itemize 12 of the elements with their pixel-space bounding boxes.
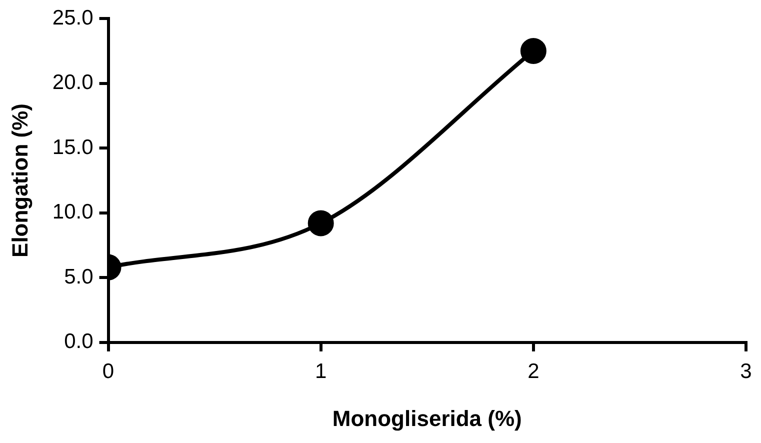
y-tick-label: 15.0 <box>52 136 94 159</box>
x-axis-title: Monogliserida (%) <box>332 406 522 431</box>
y-tick-label: 10.0 <box>52 200 94 224</box>
y-tick-label: 20.0 <box>52 71 94 94</box>
x-tick-label: 3 <box>740 360 752 383</box>
x-tick-label: 2 <box>528 360 540 383</box>
y-tick-label: 0.0 <box>64 330 94 354</box>
x-tick-label: 1 <box>315 360 327 383</box>
x-tick-label: 0 <box>102 360 114 383</box>
y-tick-label: 25.0 <box>52 6 94 30</box>
y-axis-title: Elongation (%) <box>7 104 32 258</box>
y-tick-label: 5.0 <box>64 265 94 288</box>
